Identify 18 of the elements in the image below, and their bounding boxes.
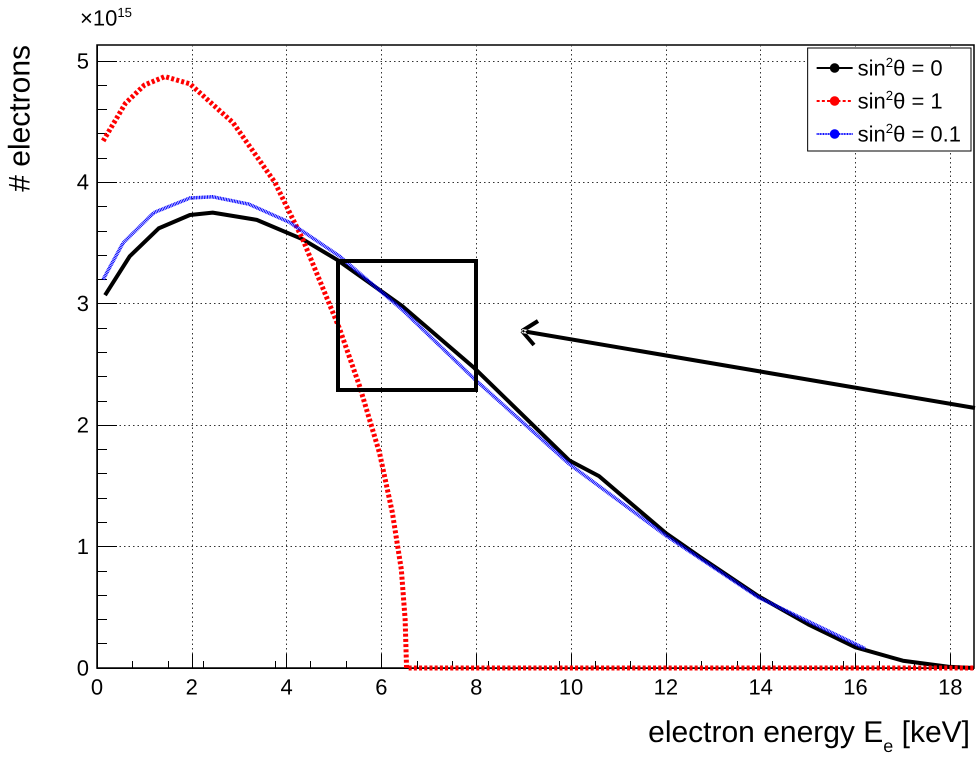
x-tick-label: 6 [375, 674, 388, 700]
y-tick-label: 3 [76, 291, 89, 316]
x-axis-title: electron energy E$_{e}$ [keV] [648, 716, 970, 756]
y-tick-label: 0 [76, 656, 89, 680]
y-tick-label: 4 [76, 170, 89, 195]
y-tick-label: 2 [76, 412, 89, 438]
x-tick-label: 16 [843, 674, 868, 700]
x-tick-label: 10 [558, 674, 584, 700]
x-tick-label: 12 [654, 674, 678, 700]
x-tick-label: 4 [280, 674, 293, 700]
line-series [101, 195, 867, 650]
y-tick-label: 5 [76, 48, 89, 74]
y-tick-label: 1 [76, 534, 89, 560]
y-axis-title: # electrons [4, 45, 36, 192]
x-tick-label: 18 [938, 674, 963, 700]
x-tick-label: 8 [470, 674, 482, 700]
x-tick-label: 14 [748, 674, 773, 700]
x-tick-label: 2 [186, 674, 198, 700]
